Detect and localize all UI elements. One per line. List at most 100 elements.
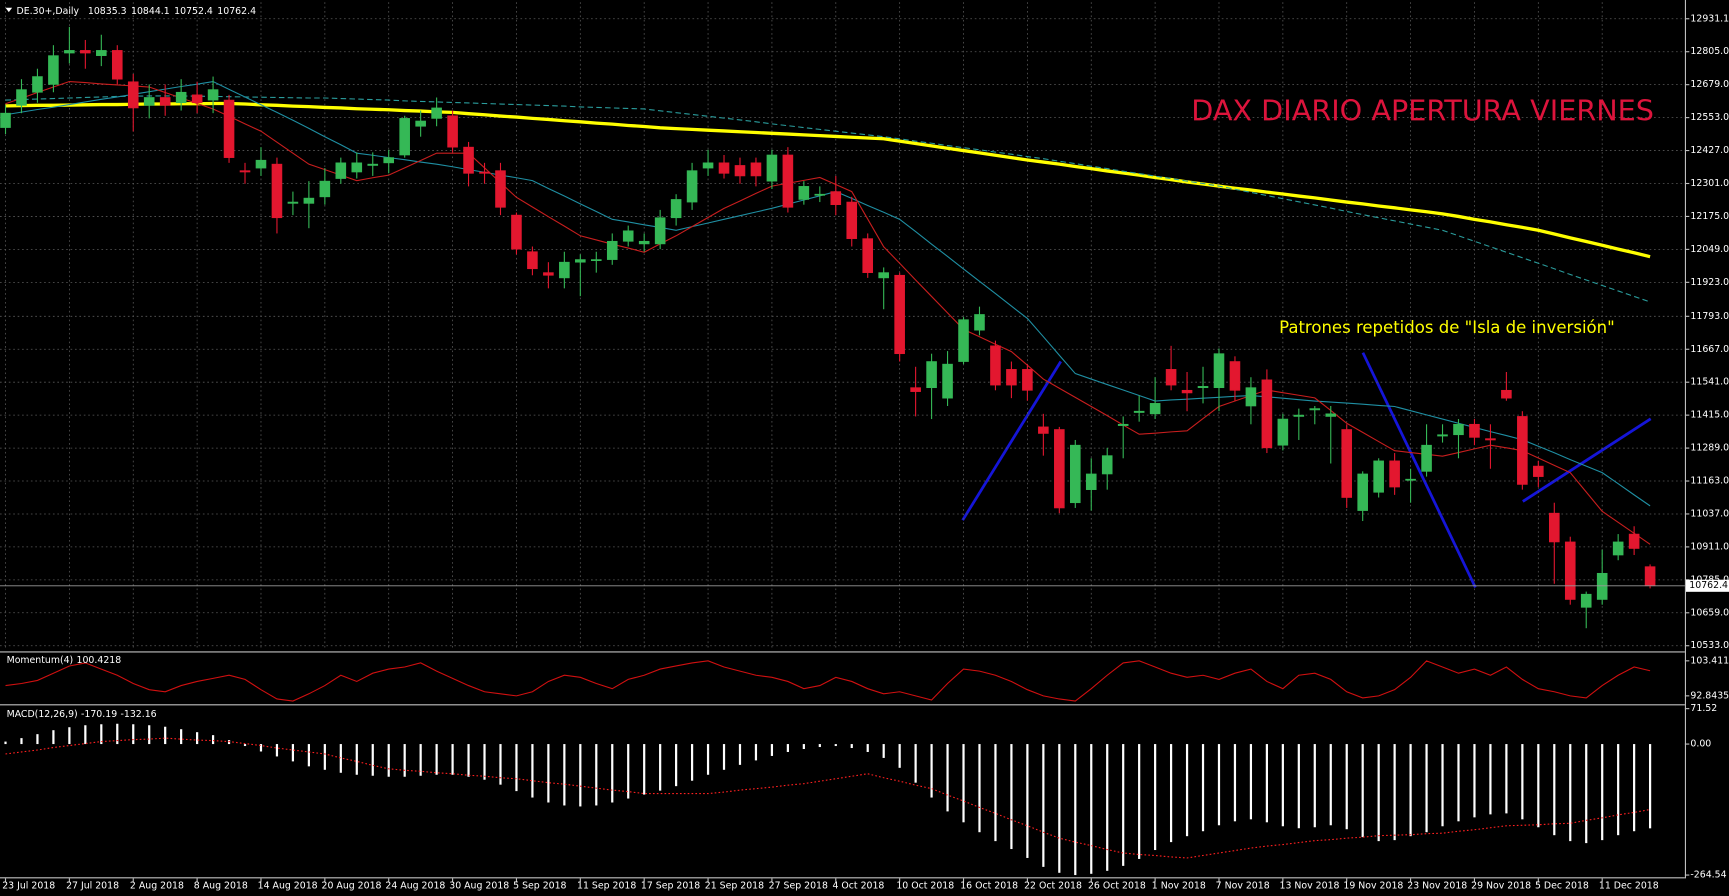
histogram-bar xyxy=(1281,744,1284,827)
histogram-bar xyxy=(435,744,438,775)
candle-body xyxy=(1149,403,1161,415)
candle-body xyxy=(862,238,874,273)
histogram-bar xyxy=(994,744,997,842)
histogram-bar xyxy=(962,744,965,823)
histogram-bar xyxy=(36,734,39,745)
histogram-bar xyxy=(84,725,87,745)
candle-body xyxy=(1469,423,1480,438)
candle-body xyxy=(1054,429,1065,509)
high-value: 10844.1 xyxy=(131,6,170,17)
candle-body xyxy=(1165,369,1177,386)
candle-body xyxy=(1612,541,1624,556)
histogram-bar xyxy=(1633,744,1636,832)
candle-body xyxy=(415,120,426,127)
histogram-bar xyxy=(1585,744,1588,844)
x-tick-label: 27 Sep 2018 xyxy=(769,881,828,892)
x-tick-label: 11 Sep 2018 xyxy=(577,881,636,892)
y-tick-label: 10533.0 xyxy=(1690,640,1729,651)
annotation: Patrones repetidos de "Isla de inversión… xyxy=(1279,318,1615,337)
candle-body xyxy=(1213,353,1225,389)
candle-body xyxy=(1101,455,1113,475)
candle-body xyxy=(175,91,187,104)
x-tick-label: 11 Dec 2018 xyxy=(1599,881,1659,892)
x-tick-label: 23 Nov 2018 xyxy=(1407,881,1467,892)
candle-body xyxy=(702,162,714,169)
candle-body xyxy=(127,81,139,109)
histogram-bar xyxy=(116,723,119,745)
x-tick-label: 20 Aug 2018 xyxy=(322,881,382,892)
trend-line xyxy=(1522,417,1652,503)
candle-body xyxy=(1117,423,1129,426)
candle-body xyxy=(1485,438,1496,441)
candle-body xyxy=(958,319,969,362)
candle-body xyxy=(1038,426,1049,434)
histogram-bar xyxy=(1090,744,1093,874)
candle-body xyxy=(1357,473,1368,511)
histogram-bar xyxy=(738,744,742,765)
x-tick-label: 23 Jul 2018 xyxy=(2,881,55,892)
histogram-bar xyxy=(275,744,279,757)
indicator-value: 100.4218 xyxy=(77,655,122,666)
candle-body xyxy=(351,162,363,173)
x-tick-label: 17 Sep 2018 xyxy=(641,881,700,892)
moving-average xyxy=(5,80,1651,507)
histogram-bar xyxy=(1409,744,1412,837)
candle-body xyxy=(575,259,586,263)
candle-body xyxy=(670,199,682,219)
candle-body xyxy=(1229,361,1241,391)
candle-body xyxy=(191,94,203,104)
candle-body xyxy=(1405,478,1416,481)
x-tick-label: 29 Nov 2018 xyxy=(1471,881,1531,892)
candle-body xyxy=(48,55,59,85)
candle-body xyxy=(622,230,634,242)
indicator-name: Momentum(4) xyxy=(7,655,74,666)
x-tick-label: 22 Oct 2018 xyxy=(1024,881,1082,892)
histogram-bar xyxy=(68,727,71,745)
candle-body xyxy=(638,240,650,245)
y-tick-label: 11793.0 xyxy=(1690,311,1729,322)
histogram-bar xyxy=(659,744,662,791)
candle-body xyxy=(942,363,953,399)
candle-body xyxy=(1373,460,1384,493)
histogram-bar xyxy=(211,735,215,745)
indicator-value: -170.19 xyxy=(81,709,117,720)
candle-body xyxy=(1181,389,1193,394)
y-tick-label: 11037.0 xyxy=(1690,508,1729,519)
candle-body xyxy=(1133,410,1145,413)
histogram-bar xyxy=(1329,744,1332,826)
candle-body xyxy=(1069,444,1081,504)
histogram-bar xyxy=(1026,744,1029,858)
histogram-bar xyxy=(818,744,821,748)
histogram-bar xyxy=(100,724,103,745)
x-tick-label: 19 Nov 2018 xyxy=(1343,881,1403,892)
candle-body xyxy=(111,50,123,80)
candle-body xyxy=(383,157,395,164)
candle-body xyxy=(16,89,27,106)
histogram-bar xyxy=(1361,744,1364,838)
candle-body xyxy=(223,99,235,158)
y-tick-label: 12175.0 xyxy=(1690,211,1729,222)
histogram-bar xyxy=(1601,744,1604,841)
histogram-bar xyxy=(483,744,486,780)
histogram-bar xyxy=(20,738,23,745)
candle-body xyxy=(590,259,602,262)
y-tick-label: 12427.0 xyxy=(1690,145,1729,156)
histogram-bar xyxy=(403,744,406,777)
histogram-bar xyxy=(1553,744,1556,836)
candle-body xyxy=(399,118,410,156)
moving-average xyxy=(5,80,1651,545)
histogram-bar xyxy=(643,744,646,795)
histogram-bar xyxy=(1169,744,1173,843)
candle-body xyxy=(207,89,219,101)
histogram-bar xyxy=(499,744,502,785)
candle-body xyxy=(543,272,554,276)
y-tick-label: 11163.0 xyxy=(1690,476,1729,487)
candle-body xyxy=(766,154,778,182)
candle-body xyxy=(974,314,985,331)
histogram-bar xyxy=(1377,744,1380,842)
histogram-bar xyxy=(1617,744,1620,836)
histogram-bar xyxy=(866,744,869,752)
candle-body xyxy=(1564,541,1576,600)
symbol: DE.30+,Daily xyxy=(17,6,80,17)
